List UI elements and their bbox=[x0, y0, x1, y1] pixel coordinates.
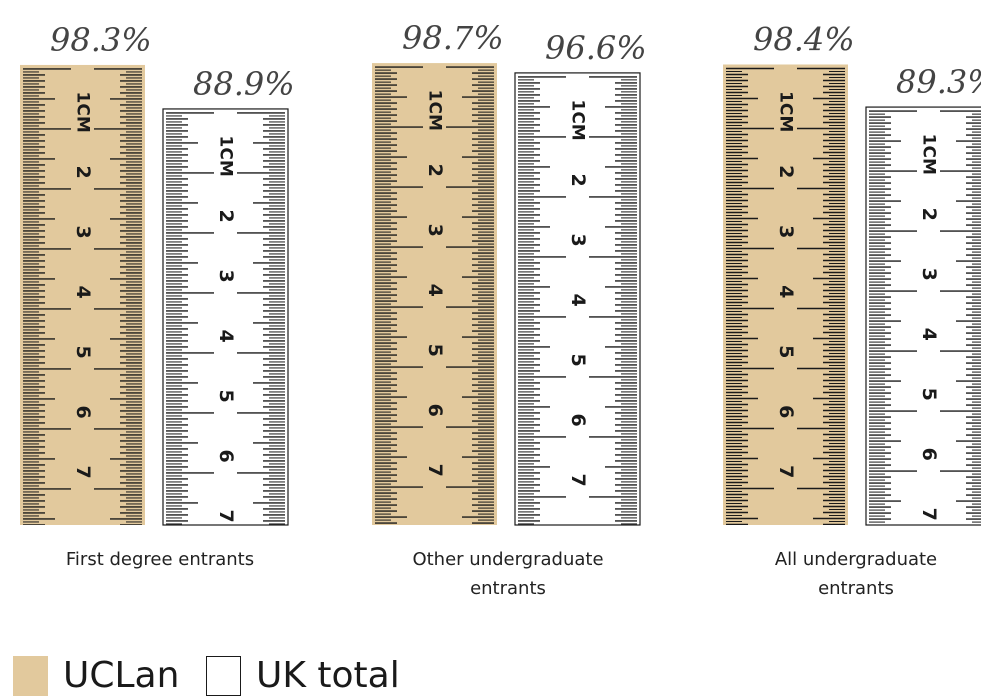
ruler-number: 2 bbox=[567, 173, 589, 186]
bar-uclan-1-ticks: 1CM 2 3 4 5 6 7 bbox=[23, 68, 142, 526]
legend: UCLan UK total bbox=[0, 630, 981, 697]
bar-uk-total-3-ticks: 1CM 2 3 4 5 6 7 bbox=[869, 110, 981, 523]
ruler-number: 4 bbox=[424, 284, 446, 297]
value-label-uclan-3: 98.4% bbox=[753, 20, 855, 58]
bar-uk-total-3: 1CM 2 3 4 5 6 7 bbox=[865, 106, 981, 526]
bar-uk-total-2-ticks: 1CM 2 3 4 5 6 7 bbox=[518, 76, 637, 525]
legend-label-uk-total: UK total bbox=[256, 655, 400, 696]
ruler-number: 4 bbox=[215, 330, 237, 343]
ruler-number: 7 bbox=[567, 473, 589, 486]
ruler-number: 3 bbox=[567, 233, 589, 246]
ruler-number: 3 bbox=[215, 270, 237, 283]
bar-uclan-3: 1CM 2 3 4 5 6 7 bbox=[723, 64, 848, 525]
ruler-number: 5 bbox=[775, 345, 797, 358]
bar-uclan-2-ticks: 1CM 2 3 4 5 6 7 bbox=[375, 66, 494, 524]
category-label-3-line-2: entrants bbox=[818, 578, 894, 599]
ruler-number: 4 bbox=[72, 286, 94, 299]
ruler-number: 7 bbox=[775, 465, 797, 478]
ruler-number: 5 bbox=[567, 353, 589, 366]
ruler-number: 1CM bbox=[73, 92, 93, 133]
bars-group: 1CM 2 3 4 5 6 7 1CM 2 3 4 5 6 7 1CM 2 3 4 5 6 7 1CM 2 3 4 5 6 7 1CM 2… bbox=[20, 63, 981, 526]
value-label-uk-total-1: 88.9% bbox=[193, 65, 295, 103]
ruler-number: 6 bbox=[424, 404, 446, 417]
category-label-2-line-1: Other undergraduate bbox=[412, 549, 603, 570]
ruler-number: 1CM bbox=[216, 136, 236, 177]
legend-item-uclan: UCLan bbox=[13, 655, 179, 696]
ruler-number: 2 bbox=[424, 164, 446, 177]
ruler-number: 1CM bbox=[919, 134, 939, 175]
legend-swatch-uk-total bbox=[206, 655, 241, 696]
ruler-number: 4 bbox=[567, 293, 589, 306]
ruler-number: 6 bbox=[918, 448, 940, 461]
ruler-number: 2 bbox=[72, 166, 94, 179]
ruler-number: 3 bbox=[775, 225, 797, 238]
ruler-number: 7 bbox=[424, 464, 446, 477]
ruler-number: 7 bbox=[72, 466, 94, 479]
legend-swatch-uclan bbox=[13, 655, 48, 696]
ruler-number: 5 bbox=[72, 346, 94, 359]
ruler-number: 7 bbox=[215, 510, 237, 523]
ruler-number: 1CM bbox=[568, 99, 588, 140]
bar-uclan-1: 1CM 2 3 4 5 6 7 bbox=[20, 64, 145, 526]
bar-uk-total-1: 1CM 2 3 4 5 6 7 bbox=[162, 108, 289, 526]
ruler-number: 2 bbox=[215, 210, 237, 223]
ruler-number: 6 bbox=[72, 406, 94, 419]
ruler-number: 1CM bbox=[776, 91, 796, 132]
bar-uk-total-1-ticks: 1CM 2 3 4 5 6 7 bbox=[166, 112, 285, 525]
legend-item-uk-total: UK total bbox=[206, 655, 400, 696]
ruler-number: 6 bbox=[775, 405, 797, 418]
ruler-number: 5 bbox=[424, 344, 446, 357]
value-labels-group: 98.3% 98.7% 98.4% 88.9% 96.6% 89.3% bbox=[50, 19, 981, 103]
legend-label-uclan: UCLan bbox=[63, 655, 180, 696]
bar-uclan-2: 1CM 2 3 4 5 6 7 bbox=[372, 63, 497, 526]
category-label-2-line-2: entrants bbox=[470, 578, 546, 599]
ruler-number: 3 bbox=[424, 224, 446, 237]
ruler-number: 6 bbox=[567, 413, 589, 426]
ruler-chart: 1CM 2 3 4 5 6 7 1CM 2 3 4 5 6 7 1CM 2 3 4 5 6 7 1CM 2 3 4 5 6 7 1CM 2… bbox=[20, 19, 981, 599]
ruler-number: 6 bbox=[215, 450, 237, 463]
ruler-number: 5 bbox=[215, 390, 237, 403]
bar-uclan-3-body bbox=[723, 64, 848, 525]
value-label-uclan-2: 98.7% bbox=[402, 19, 504, 57]
ruler-number: 3 bbox=[72, 226, 94, 239]
ruler-number: 5 bbox=[918, 388, 940, 401]
category-labels-group: First degree entrants Other undergraduate… bbox=[66, 549, 937, 599]
ruler-number: 2 bbox=[775, 165, 797, 178]
ruler-number: 1CM bbox=[425, 90, 445, 131]
category-label-1: First degree entrants bbox=[66, 549, 254, 570]
bar-uclan-2-body bbox=[372, 63, 497, 526]
ruler-number: 2 bbox=[918, 208, 940, 221]
value-label-uclan-1: 98.3% bbox=[50, 21, 152, 59]
ruler-number: 3 bbox=[918, 268, 940, 281]
ruler-number: 4 bbox=[775, 285, 797, 298]
value-label-uk-total-2: 96.6% bbox=[545, 29, 647, 67]
value-label-uk-total-3: 89.3% bbox=[896, 63, 981, 101]
ruler-number: 4 bbox=[918, 328, 940, 341]
category-label-3-line-1: All undergraduate bbox=[775, 549, 937, 570]
bar-uclan-3-ticks: 1CM 2 3 4 5 6 7 bbox=[726, 67, 845, 525]
ruler-number: 7 bbox=[918, 508, 940, 521]
bar-uk-total-2: 1CM 2 3 4 5 6 7 bbox=[514, 72, 641, 526]
